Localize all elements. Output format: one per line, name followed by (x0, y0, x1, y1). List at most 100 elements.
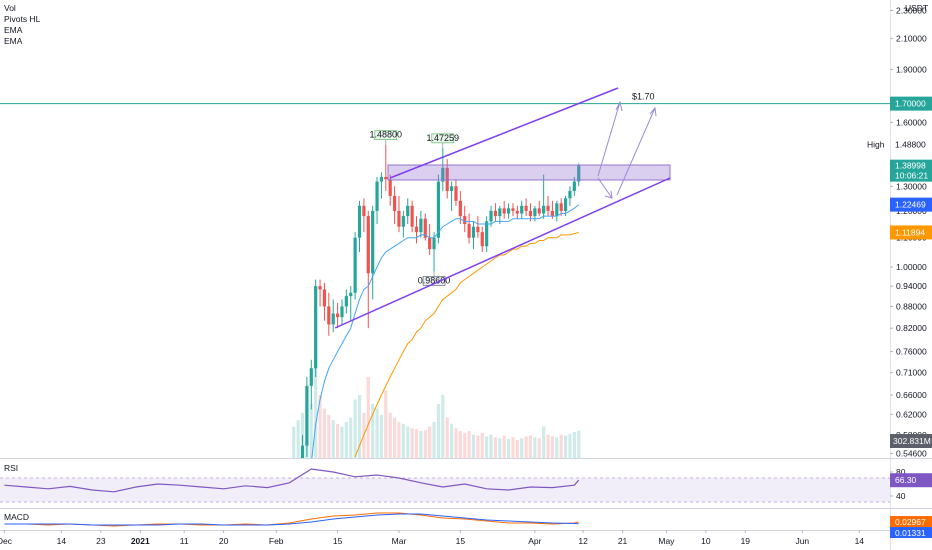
pivot-box (431, 133, 455, 144)
countdown: 10:06:21 (895, 171, 928, 181)
y-tick-label: 0.54600 (896, 448, 927, 458)
candle-body (419, 218, 423, 233)
candle-body (410, 205, 414, 227)
volume-bar (533, 437, 537, 458)
volume-bar (528, 435, 533, 458)
y-tick-label: 2.10000 (896, 34, 927, 44)
macd-panel (4, 512, 579, 527)
candle-body (449, 186, 454, 192)
macd-badge (890, 516, 932, 528)
candle-body (550, 210, 555, 217)
volume-bar (344, 422, 348, 458)
candle-body (533, 208, 537, 217)
macd-badge (890, 527, 932, 539)
volume-bar (353, 399, 357, 458)
candle-body (362, 205, 366, 217)
y-tick-label: 0.76000 (896, 347, 927, 357)
candle-body (572, 181, 576, 192)
candle-body (305, 385, 309, 446)
ema-value: 1.22469 (895, 200, 926, 210)
x-tick-label: 2021 (131, 536, 150, 546)
volume-bar (524, 436, 528, 458)
y-tick-label: 2.30000 (896, 6, 927, 16)
volume-bar (555, 437, 559, 458)
volume-bar (432, 422, 436, 458)
volume-bar (546, 434, 550, 458)
candle-body (463, 216, 467, 225)
candle-body (471, 226, 476, 238)
rsi-value: 66.30 (895, 475, 917, 485)
candle-body (489, 210, 493, 222)
candle-body (335, 313, 340, 318)
candle-body (375, 181, 379, 211)
rsi-line (4, 468, 580, 493)
y-tick-label: 0.88000 (896, 301, 927, 311)
volume-bar (506, 439, 511, 458)
ema-line (354, 232, 579, 458)
candle-body (524, 205, 528, 211)
legend-item: Vol (4, 3, 16, 13)
candle-body (485, 221, 489, 247)
y-tick-label: 1.60000 (896, 117, 927, 127)
arrow-up (597, 100, 623, 177)
x-tick-label: 15 (333, 536, 343, 546)
candle-body (327, 306, 331, 325)
legend-item: EMA (4, 25, 23, 35)
candle-body (506, 208, 511, 214)
macd-title: MACD (4, 512, 29, 522)
candle-body (493, 210, 498, 217)
y-tick-label: 1.90000 (896, 64, 927, 74)
x-tick-label: 20 (219, 536, 229, 546)
candle-body (423, 218, 427, 238)
ema-badge (890, 225, 932, 240)
candle-body (300, 445, 305, 458)
candle-body (515, 210, 519, 214)
pivot-label: 0.98600 (418, 275, 451, 285)
volume-bar (463, 432, 467, 458)
x-tick-label: Mar (392, 536, 407, 546)
x-tick-label: Feb (269, 536, 284, 546)
x-tick-label: 14 (57, 536, 67, 546)
drawings (334, 87, 671, 329)
volume-bar (436, 404, 441, 458)
legend-item: Pivots HL (4, 14, 41, 24)
pivot-box (374, 130, 398, 140)
last-price: 1.38998 (895, 161, 926, 171)
volume-bar (515, 440, 519, 458)
candle-body (353, 237, 357, 293)
volume-bar (480, 432, 484, 458)
x-tick-label: 15 (456, 536, 466, 546)
macd-value: 0.02967 (895, 517, 926, 527)
volume-bar (410, 428, 414, 458)
volume-bar (454, 428, 458, 458)
candle-body (537, 208, 541, 214)
candle-body (498, 208, 502, 217)
candle-body (401, 216, 405, 227)
volume-bar (318, 395, 322, 458)
x-tick-label: 21 (618, 536, 628, 546)
high-marker-label: High (867, 140, 885, 150)
candle-body (331, 313, 335, 325)
candle-body (340, 306, 344, 318)
candle-body (322, 289, 327, 307)
volume-bar (563, 435, 568, 458)
candle-body (379, 176, 384, 182)
candle-body (546, 205, 550, 211)
volume-bar (309, 404, 313, 458)
volume-bar (537, 438, 541, 458)
volume-bar (357, 395, 362, 458)
rsi-title: RSI (4, 463, 18, 473)
volume-bar (559, 434, 563, 458)
volume-bar (502, 435, 506, 458)
volume-bar (349, 417, 353, 458)
volume-bar (371, 404, 375, 458)
candle-body (511, 208, 515, 211)
rsi-tick-label: 80 (896, 467, 906, 477)
rsi-badge (890, 473, 932, 488)
volume-bar (366, 377, 370, 458)
volume-bar (572, 431, 576, 458)
candle-body (528, 210, 533, 217)
y-tick-label: 0.82000 (896, 323, 927, 333)
